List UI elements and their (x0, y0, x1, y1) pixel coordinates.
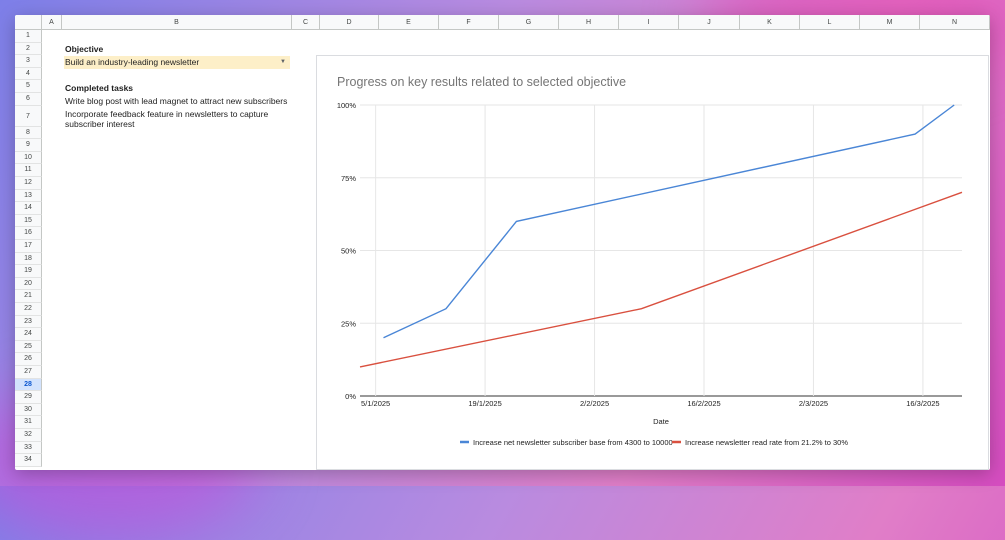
dropdown-arrow-icon[interactable]: ▼ (280, 59, 286, 65)
task-item: Incorporate feedback feature in newslett… (65, 109, 269, 119)
row-header-21[interactable]: 21 (15, 290, 42, 303)
column-header-g[interactable]: G (499, 15, 559, 30)
row-header-6[interactable]: 6 (15, 93, 42, 106)
row-header-19[interactable]: 19 (15, 265, 42, 278)
x-tick-label: 5/1/2025 (361, 399, 390, 408)
row-header-15[interactable]: 15 (15, 214, 42, 228)
chart-plot: 0% 25% 50% 75% 100% 5/1/2025 19/1/2025 2/2/2025… (337, 101, 963, 447)
row-header-30[interactable]: 30 (15, 403, 42, 417)
y-tick-label: 100% (337, 101, 357, 110)
task-item-continued: subscriber interest (65, 119, 135, 129)
y-tick-label: 25% (341, 319, 356, 328)
row-header-8[interactable]: 8 (15, 126, 42, 140)
column-header-a[interactable]: A (42, 15, 62, 30)
row-header-29[interactable]: 29 (15, 391, 42, 404)
row-header-31[interactable]: 31 (15, 416, 42, 429)
legend-label-1: Increase net newsletter subscriber base … (473, 438, 673, 447)
row-header-10[interactable]: 10 (15, 151, 42, 165)
select-all-corner[interactable] (15, 15, 42, 30)
row-header-1[interactable]: 1 (15, 30, 42, 43)
y-tick-label: 50% (341, 247, 356, 256)
legend-label-2: Increase newsletter read rate from 21.2%… (685, 438, 848, 447)
column-header-d[interactable]: D (320, 15, 379, 30)
row-header-4[interactable]: 4 (15, 67, 42, 81)
y-tick-label: 75% (341, 174, 356, 183)
row-header-5[interactable]: 5 (15, 80, 42, 93)
row-header-9[interactable]: 9 (15, 139, 42, 152)
series-line-2 (359, 191, 963, 368)
row-header-26[interactable]: 26 (15, 353, 42, 366)
row-header-16[interactable]: 16 (15, 227, 42, 240)
column-header-h[interactable]: H (559, 15, 619, 30)
x-axis-label: Date (653, 417, 669, 426)
column-header-j[interactable]: J (679, 15, 740, 30)
x-tick-label: 16/3/2025 (906, 399, 939, 408)
x-tick-label: 2/2/2025 (580, 399, 609, 408)
x-tick-label: 16/2/2025 (687, 399, 720, 408)
row-header-27[interactable]: 27 (15, 366, 42, 379)
row-header-2[interactable]: 2 (15, 42, 42, 56)
series-line-1 (383, 104, 955, 339)
row-header-24[interactable]: 24 (15, 328, 42, 341)
x-tick-label: 19/1/2025 (468, 399, 501, 408)
line-chart[interactable]: Progress on key results related to selec… (316, 55, 989, 470)
row-header-23[interactable]: 23 (15, 315, 42, 329)
objective-label: Objective (65, 44, 104, 54)
row-header-28[interactable]: 28 (15, 378, 42, 392)
row-header-11[interactable]: 11 (15, 164, 42, 177)
column-header-m[interactable]: M (860, 15, 920, 30)
row-header-34[interactable]: 34 (15, 454, 42, 467)
row-header-25[interactable]: 25 (15, 340, 42, 354)
row-header-3[interactable]: 3 (15, 55, 42, 68)
column-header-k[interactable]: K (740, 15, 800, 30)
column-header-n[interactable]: N (920, 15, 990, 30)
chart-title: Progress on key results related to selec… (337, 75, 627, 89)
column-header-c[interactable]: C (292, 15, 320, 30)
column-header-l[interactable]: L (800, 15, 860, 30)
column-header-i[interactable]: I (619, 15, 679, 30)
row-header-13[interactable]: 13 (15, 189, 42, 203)
row-header-20[interactable]: 20 (15, 277, 42, 291)
y-tick-label: 0% (345, 392, 356, 401)
column-header-b[interactable]: B (62, 15, 292, 30)
objective-value: Build an industry-leading newsletter (65, 57, 200, 67)
row-header-33[interactable]: 33 (15, 441, 42, 455)
row-header-18[interactable]: 18 (15, 252, 42, 266)
row-header-7[interactable]: 7 (15, 105, 42, 127)
x-tick-label: 2/3/2025 (799, 399, 828, 408)
completed-tasks-label: Completed tasks (65, 83, 134, 93)
column-header-e[interactable]: E (379, 15, 439, 30)
objective-dropdown[interactable]: Build an industry-leading newsletter ▼ (64, 56, 290, 69)
row-header-17[interactable]: 17 (15, 240, 42, 253)
row-header-12[interactable]: 12 (15, 177, 42, 190)
column-header-f[interactable]: F (439, 15, 499, 30)
row-header-32[interactable]: 32 (15, 429, 42, 442)
row-header-22[interactable]: 22 (15, 303, 42, 316)
row-header-14[interactable]: 14 (15, 202, 42, 215)
task-item: Write blog post with lead magnet to attr… (65, 96, 288, 106)
